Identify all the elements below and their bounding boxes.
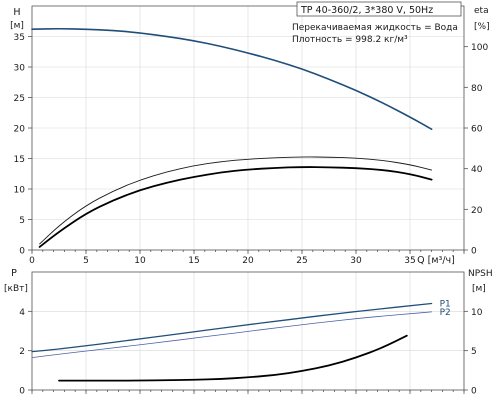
y-left-tick-label: 0 (19, 247, 25, 257)
y-right-tick-label: 40 (471, 165, 483, 175)
bottom-ticks: 0 2 4 0 5 10 (19, 308, 482, 397)
y-left-tick-label: 15 (14, 155, 25, 165)
x-tick-label: 5 (83, 256, 89, 266)
y-left-tick-label: 2 (19, 347, 25, 357)
bottom-left-axis-title-line2: [кВт] (4, 284, 28, 294)
x-tick-label: 15 (188, 256, 199, 266)
y-right-tick-label: 10 (471, 308, 483, 318)
liquid-label: Перекачиваемая жидкость = Вода (292, 23, 458, 33)
y-left-tick-label: 25 (14, 94, 25, 104)
y-right-tick-label: 60 (471, 125, 483, 135)
y-left-tick-label: 20 (14, 125, 26, 135)
series-label: P1 (440, 299, 451, 309)
y-right-tick-label: 80 (471, 84, 483, 94)
y-right-tick-label: 5 (471, 347, 477, 357)
top-left-axis-title-line2: [м] (10, 21, 24, 31)
x-axis-title: Q [м³/ч] (417, 255, 455, 266)
bottom-left-axis-title-line1: P (11, 268, 17, 279)
x-tick-label: 10 (134, 256, 146, 266)
model-label: TP 40-360/2, 3*380 V, 50Hz (300, 5, 433, 16)
series-line (38, 166, 433, 248)
y-right-tick-label: 0 (471, 387, 477, 397)
head-efficiency-chart: 0 5 10 15 20 25 30 35 0 5 10 15 20 25 30 35 0 20 40 60 80 100… (10, 1, 490, 266)
y-right-tick-label: 20 (471, 206, 483, 216)
series-line (31, 27, 433, 130)
y-left-tick-label: 0 (19, 387, 25, 397)
y-right-tick-label: 0 (471, 247, 477, 257)
series-line (31, 311, 432, 358)
y-left-tick-label: 4 (19, 308, 25, 318)
top-grid (31, 6, 465, 251)
top-left-axis-title-line1: H (13, 7, 20, 18)
x-tick-label: 25 (296, 256, 307, 266)
x-tick-label: 0 (29, 256, 35, 266)
bottom-right-axis-title-line1: NPSH (468, 269, 493, 279)
y-left-tick-label: 35 (14, 33, 25, 43)
series-line (58, 334, 408, 382)
y-left-tick-label: 5 (19, 216, 25, 226)
top-series (31, 27, 433, 248)
series-line (39, 156, 433, 245)
density-label: Плотность = 998.2 кг/м³ (292, 35, 408, 45)
top-right-axis-title-line1: eta (474, 6, 489, 16)
x-tick-label: 20 (242, 256, 254, 266)
y-right-tick-label: 100 (471, 43, 488, 53)
top-ticks: 0 5 10 15 20 25 30 35 0 5 10 15 20 25 30 35 0 20 40 60 80 100 (14, 33, 489, 266)
series-label: P2 (440, 308, 451, 318)
model-info-box (296, 1, 462, 17)
x-tick-label: 30 (350, 256, 362, 266)
x-tick-label: 35 (404, 256, 415, 266)
y-left-tick-label: 10 (14, 186, 26, 196)
series-line (31, 302, 433, 353)
top-right-axis-title-line2: [%] (474, 22, 490, 32)
y-left-tick-label: 30 (14, 64, 26, 74)
bottom-right-axis-title-line2: [м] (472, 284, 486, 294)
